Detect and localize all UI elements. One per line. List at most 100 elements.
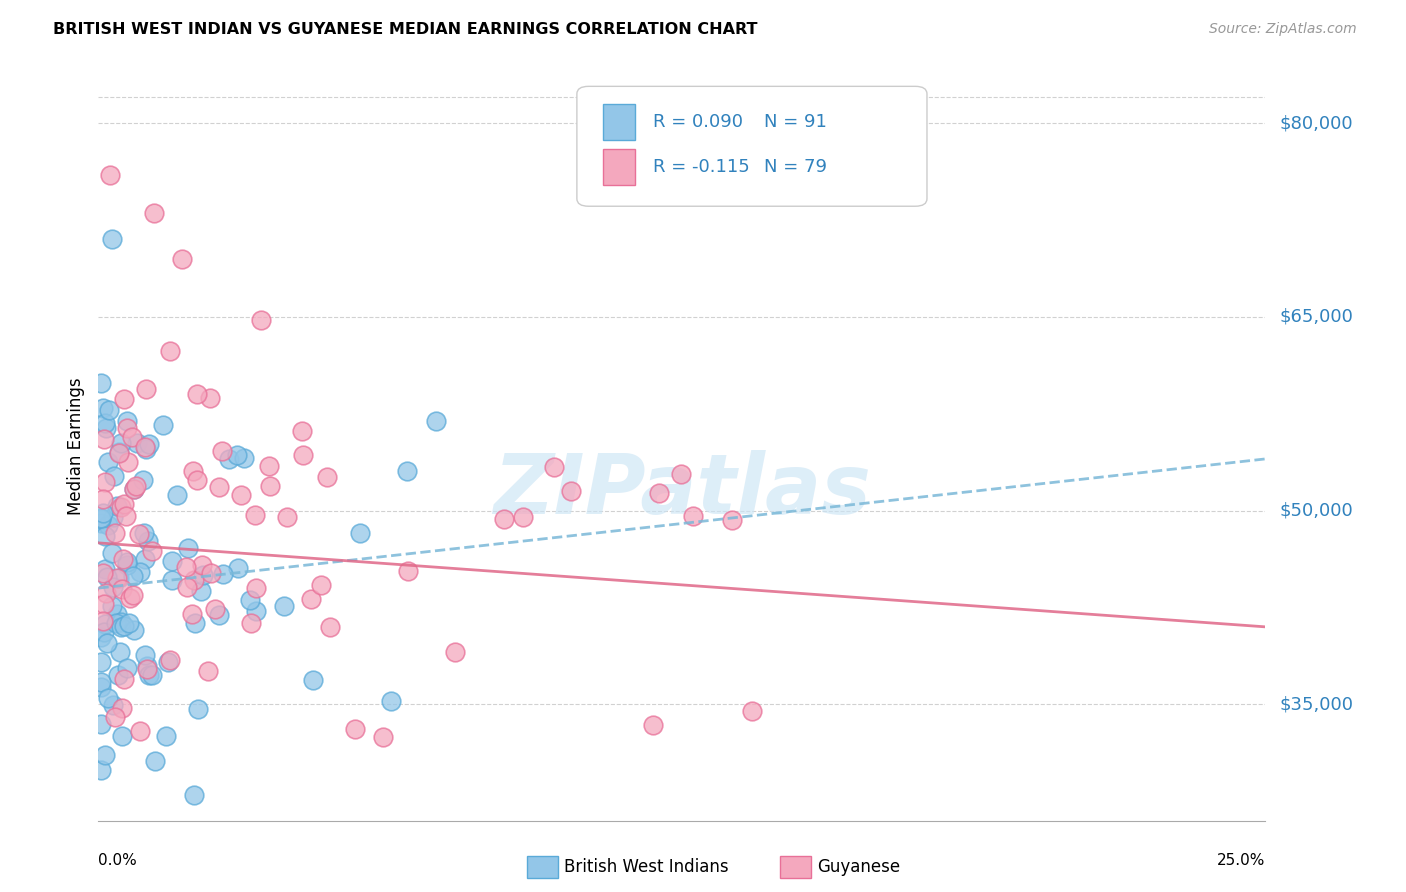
Point bbox=[135, 442, 157, 456]
Point bbox=[132, 473, 155, 487]
Point bbox=[349, 525, 371, 540]
Point bbox=[90, 516, 112, 530]
Text: R = 0.090: R = 0.090 bbox=[652, 113, 742, 131]
Point bbox=[117, 455, 139, 469]
Point bbox=[100, 599, 122, 613]
Bar bbox=[603, 149, 636, 186]
Point bbox=[311, 577, 333, 591]
Point bbox=[105, 571, 128, 585]
Point bbox=[380, 694, 402, 708]
Point bbox=[273, 599, 295, 614]
Text: $80,000: $80,000 bbox=[1279, 114, 1353, 132]
Point bbox=[103, 710, 125, 724]
Point bbox=[186, 387, 208, 401]
Point bbox=[134, 440, 156, 454]
Point bbox=[105, 607, 128, 621]
Point bbox=[226, 560, 249, 574]
Point bbox=[155, 729, 177, 743]
Point bbox=[122, 482, 145, 496]
Point bbox=[443, 645, 465, 659]
Point bbox=[91, 566, 114, 580]
Point bbox=[103, 580, 125, 594]
Bar bbox=[603, 104, 636, 140]
Point bbox=[108, 446, 131, 460]
Point bbox=[741, 704, 763, 718]
Point bbox=[112, 618, 135, 632]
Point bbox=[128, 565, 150, 579]
Point bbox=[108, 445, 131, 459]
Point bbox=[291, 448, 314, 462]
Point bbox=[125, 436, 148, 450]
Point bbox=[97, 518, 120, 533]
Point bbox=[218, 452, 240, 467]
Point bbox=[231, 488, 253, 502]
Point bbox=[96, 570, 118, 584]
Point bbox=[117, 558, 139, 572]
Point bbox=[121, 588, 143, 602]
Point bbox=[425, 414, 447, 428]
Point bbox=[94, 528, 117, 542]
Point bbox=[187, 701, 209, 715]
Point bbox=[122, 624, 145, 638]
Point bbox=[105, 615, 128, 630]
Point bbox=[90, 655, 112, 669]
Point bbox=[104, 526, 127, 541]
Point bbox=[117, 616, 139, 631]
Y-axis label: Median Earnings: Median Earnings bbox=[67, 377, 86, 515]
Point bbox=[138, 668, 160, 682]
Text: British West Indians: British West Indians bbox=[564, 858, 728, 876]
Point bbox=[208, 608, 231, 623]
Point bbox=[97, 690, 120, 705]
Point bbox=[115, 414, 138, 428]
Point bbox=[276, 509, 298, 524]
Point bbox=[245, 604, 267, 618]
Point bbox=[371, 730, 394, 744]
Point bbox=[91, 614, 114, 628]
Point bbox=[204, 602, 226, 616]
Point bbox=[512, 510, 534, 524]
Point bbox=[643, 718, 665, 732]
Point bbox=[162, 554, 184, 568]
Point bbox=[91, 401, 114, 416]
Point bbox=[90, 717, 112, 731]
Point bbox=[91, 506, 114, 520]
Point bbox=[110, 615, 132, 629]
Point bbox=[93, 432, 115, 446]
Point bbox=[97, 455, 120, 469]
Point bbox=[107, 667, 129, 681]
Point bbox=[97, 403, 120, 417]
Point bbox=[191, 558, 214, 573]
Point bbox=[124, 479, 146, 493]
Point bbox=[103, 510, 125, 524]
Point bbox=[110, 436, 132, 450]
Point bbox=[239, 592, 262, 607]
Point bbox=[162, 573, 184, 587]
Point bbox=[111, 729, 134, 743]
Point bbox=[90, 675, 112, 690]
Point bbox=[176, 541, 198, 555]
Point bbox=[115, 509, 138, 524]
Point bbox=[233, 451, 256, 466]
Point bbox=[108, 572, 131, 586]
Point bbox=[560, 483, 582, 498]
Point bbox=[243, 508, 266, 523]
Point bbox=[111, 701, 134, 715]
Text: 0.0%: 0.0% bbox=[98, 853, 138, 868]
Point bbox=[396, 564, 419, 578]
Point bbox=[152, 418, 174, 433]
Point bbox=[90, 376, 112, 391]
Point bbox=[291, 424, 314, 438]
Point bbox=[115, 661, 138, 675]
Text: Source: ZipAtlas.com: Source: ZipAtlas.com bbox=[1209, 22, 1357, 37]
Point bbox=[257, 458, 280, 473]
Point bbox=[299, 591, 322, 606]
Text: 25.0%: 25.0% bbox=[1218, 853, 1265, 868]
Point bbox=[105, 499, 128, 513]
Point bbox=[90, 510, 112, 524]
Point bbox=[103, 469, 125, 483]
Point bbox=[136, 534, 159, 549]
Point bbox=[174, 560, 197, 574]
Point bbox=[250, 313, 273, 327]
Point bbox=[111, 582, 134, 596]
Point bbox=[135, 382, 157, 396]
